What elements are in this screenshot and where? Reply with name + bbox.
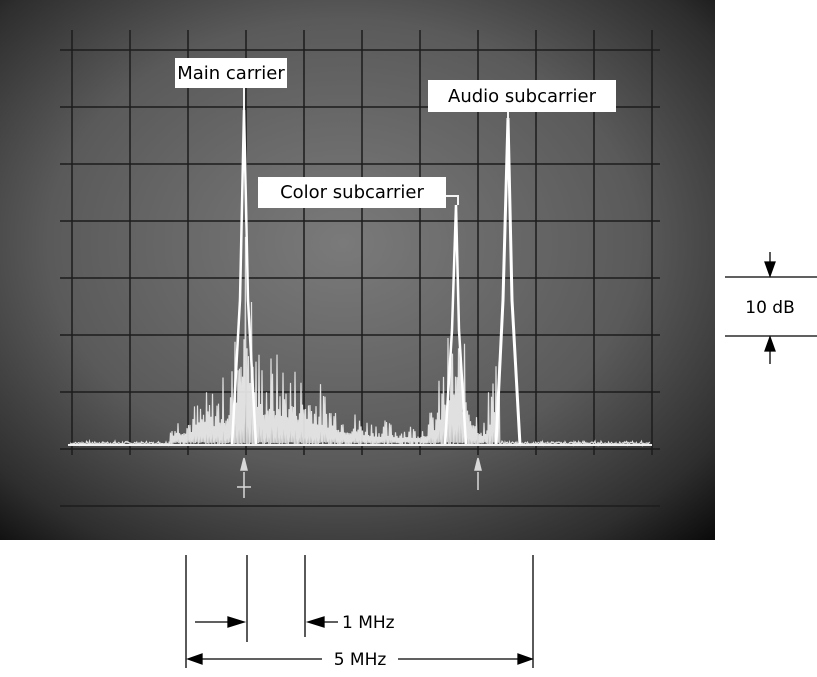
label-box xyxy=(258,177,446,208)
db-scale xyxy=(725,252,817,364)
span-label: 5 MHz xyxy=(334,650,387,670)
frequency-scale xyxy=(185,555,534,668)
color-subcarrier-label: Color subcarrier xyxy=(280,182,424,203)
audio-subcarrier-label: Audio subcarrier xyxy=(448,86,597,107)
leader-lines xyxy=(243,88,509,205)
freq-markers xyxy=(237,457,482,498)
color-subcarrier-peak xyxy=(443,204,468,446)
label-box xyxy=(428,80,616,112)
one-mhz-label: 1 MHz xyxy=(342,613,395,633)
main-carrier-label: Main carrier xyxy=(177,63,285,84)
label-box xyxy=(175,58,287,88)
db-scale-label: 10 dB xyxy=(745,298,795,318)
